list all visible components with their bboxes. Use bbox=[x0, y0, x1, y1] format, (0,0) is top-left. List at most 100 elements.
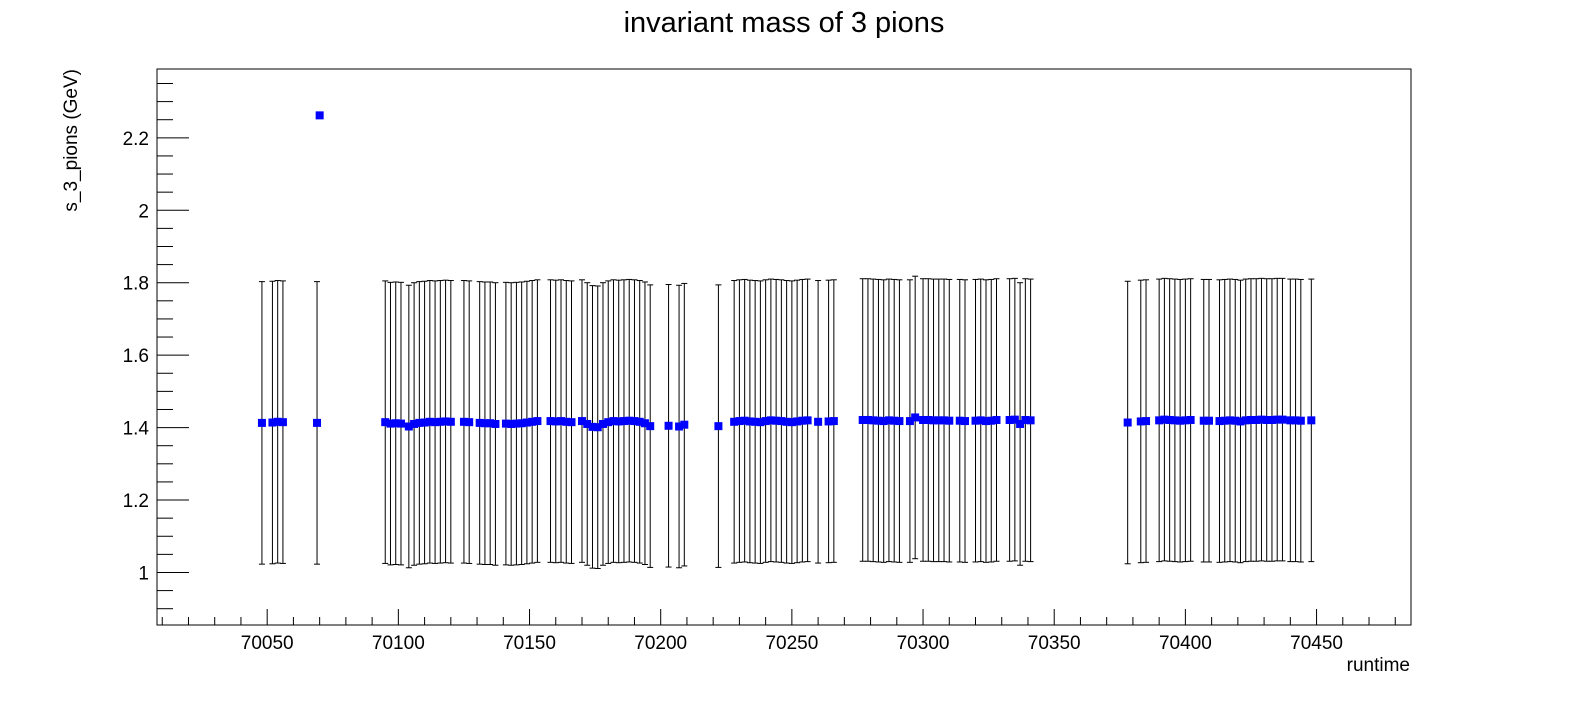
data-marker bbox=[976, 416, 985, 425]
data-marker bbox=[874, 416, 883, 425]
data-point bbox=[787, 280, 796, 564]
data-point bbox=[391, 281, 400, 566]
data-marker bbox=[1257, 415, 1266, 424]
data-marker bbox=[381, 418, 390, 427]
data-point bbox=[1170, 278, 1179, 563]
data-marker bbox=[890, 416, 899, 425]
data-point bbox=[987, 278, 996, 563]
data-marker bbox=[730, 417, 739, 426]
data-marker bbox=[992, 415, 1001, 424]
data-point bbox=[961, 279, 970, 563]
data-point bbox=[609, 279, 618, 563]
data-point bbox=[858, 278, 867, 562]
data-point bbox=[480, 281, 489, 566]
data-marker bbox=[940, 416, 949, 425]
data-marker bbox=[911, 413, 920, 422]
data-point bbox=[404, 284, 413, 569]
data-marker bbox=[386, 419, 395, 428]
data-point bbox=[976, 278, 985, 563]
data-point bbox=[1204, 278, 1213, 563]
x-tick-label: 70150 bbox=[503, 633, 556, 654]
data-point bbox=[940, 278, 949, 563]
data-marker bbox=[1199, 416, 1208, 425]
y-axis-label: s_3_pions (GeV) bbox=[61, 69, 82, 212]
data-marker bbox=[761, 417, 770, 426]
data-point bbox=[1181, 278, 1190, 563]
data-marker bbox=[313, 418, 322, 427]
data-point bbox=[522, 280, 531, 565]
data-marker bbox=[1236, 417, 1245, 426]
data-marker bbox=[1005, 415, 1014, 424]
data-marker bbox=[396, 419, 405, 428]
data-point bbox=[475, 281, 484, 565]
data-marker bbox=[480, 419, 489, 428]
data-marker bbox=[1160, 415, 1169, 424]
data-marker bbox=[934, 416, 943, 425]
data-point bbox=[982, 279, 991, 563]
data-point bbox=[1155, 278, 1164, 563]
data-point bbox=[562, 280, 571, 564]
data-point bbox=[751, 280, 760, 564]
data-marker bbox=[751, 417, 760, 426]
data-marker bbox=[459, 417, 468, 426]
data-point bbox=[546, 279, 555, 563]
data-point bbox=[1231, 278, 1240, 563]
data-marker bbox=[528, 417, 537, 426]
data-point bbox=[735, 279, 744, 563]
data-point bbox=[803, 278, 812, 563]
data-point bbox=[507, 282, 516, 566]
data-point bbox=[1220, 278, 1229, 563]
data-marker bbox=[664, 421, 673, 430]
data-marker bbox=[257, 418, 266, 427]
data-point bbox=[1286, 278, 1295, 563]
data-marker bbox=[1296, 416, 1305, 425]
data-point bbox=[557, 279, 566, 563]
data-marker bbox=[1262, 415, 1271, 424]
data-marker bbox=[1010, 415, 1019, 424]
data-marker bbox=[1155, 416, 1164, 425]
data-point bbox=[911, 275, 920, 560]
data-point bbox=[1010, 277, 1019, 562]
data-marker bbox=[714, 422, 723, 431]
data-marker bbox=[491, 419, 500, 428]
data-point bbox=[1252, 278, 1261, 562]
data-point bbox=[410, 282, 419, 566]
data-point bbox=[934, 278, 943, 563]
data-marker bbox=[1016, 419, 1025, 428]
data-point bbox=[588, 285, 597, 569]
data-marker bbox=[1278, 415, 1287, 424]
data-marker bbox=[593, 423, 602, 432]
data-marker bbox=[273, 417, 282, 426]
data-marker bbox=[814, 417, 823, 426]
data-marker bbox=[1021, 415, 1030, 424]
data-marker bbox=[598, 419, 607, 428]
data-marker bbox=[803, 416, 812, 425]
data-point bbox=[1225, 278, 1234, 563]
data-point bbox=[730, 280, 739, 564]
data-point bbox=[740, 278, 749, 563]
data-point bbox=[1016, 282, 1025, 566]
data-point bbox=[1291, 278, 1300, 563]
data-marker bbox=[268, 418, 277, 427]
data-point bbox=[745, 279, 754, 564]
x-tick-label: 70100 bbox=[372, 633, 425, 654]
data-point bbox=[824, 279, 833, 564]
data-point bbox=[501, 281, 510, 566]
data-point bbox=[625, 278, 634, 563]
data-marker bbox=[1241, 416, 1250, 425]
data-marker bbox=[546, 417, 555, 426]
data-point bbox=[604, 280, 613, 564]
data-marker bbox=[533, 417, 542, 426]
data-point bbox=[1267, 278, 1276, 562]
data-marker bbox=[955, 416, 964, 425]
data-marker bbox=[486, 419, 495, 428]
data-point bbox=[1165, 278, 1174, 562]
data-point bbox=[630, 279, 639, 563]
data-point bbox=[1278, 277, 1287, 562]
data-marker bbox=[551, 417, 560, 426]
data-marker bbox=[782, 417, 791, 426]
data-point bbox=[890, 278, 899, 563]
data-point bbox=[278, 280, 287, 564]
data-point bbox=[567, 280, 576, 564]
data-marker bbox=[619, 417, 628, 426]
